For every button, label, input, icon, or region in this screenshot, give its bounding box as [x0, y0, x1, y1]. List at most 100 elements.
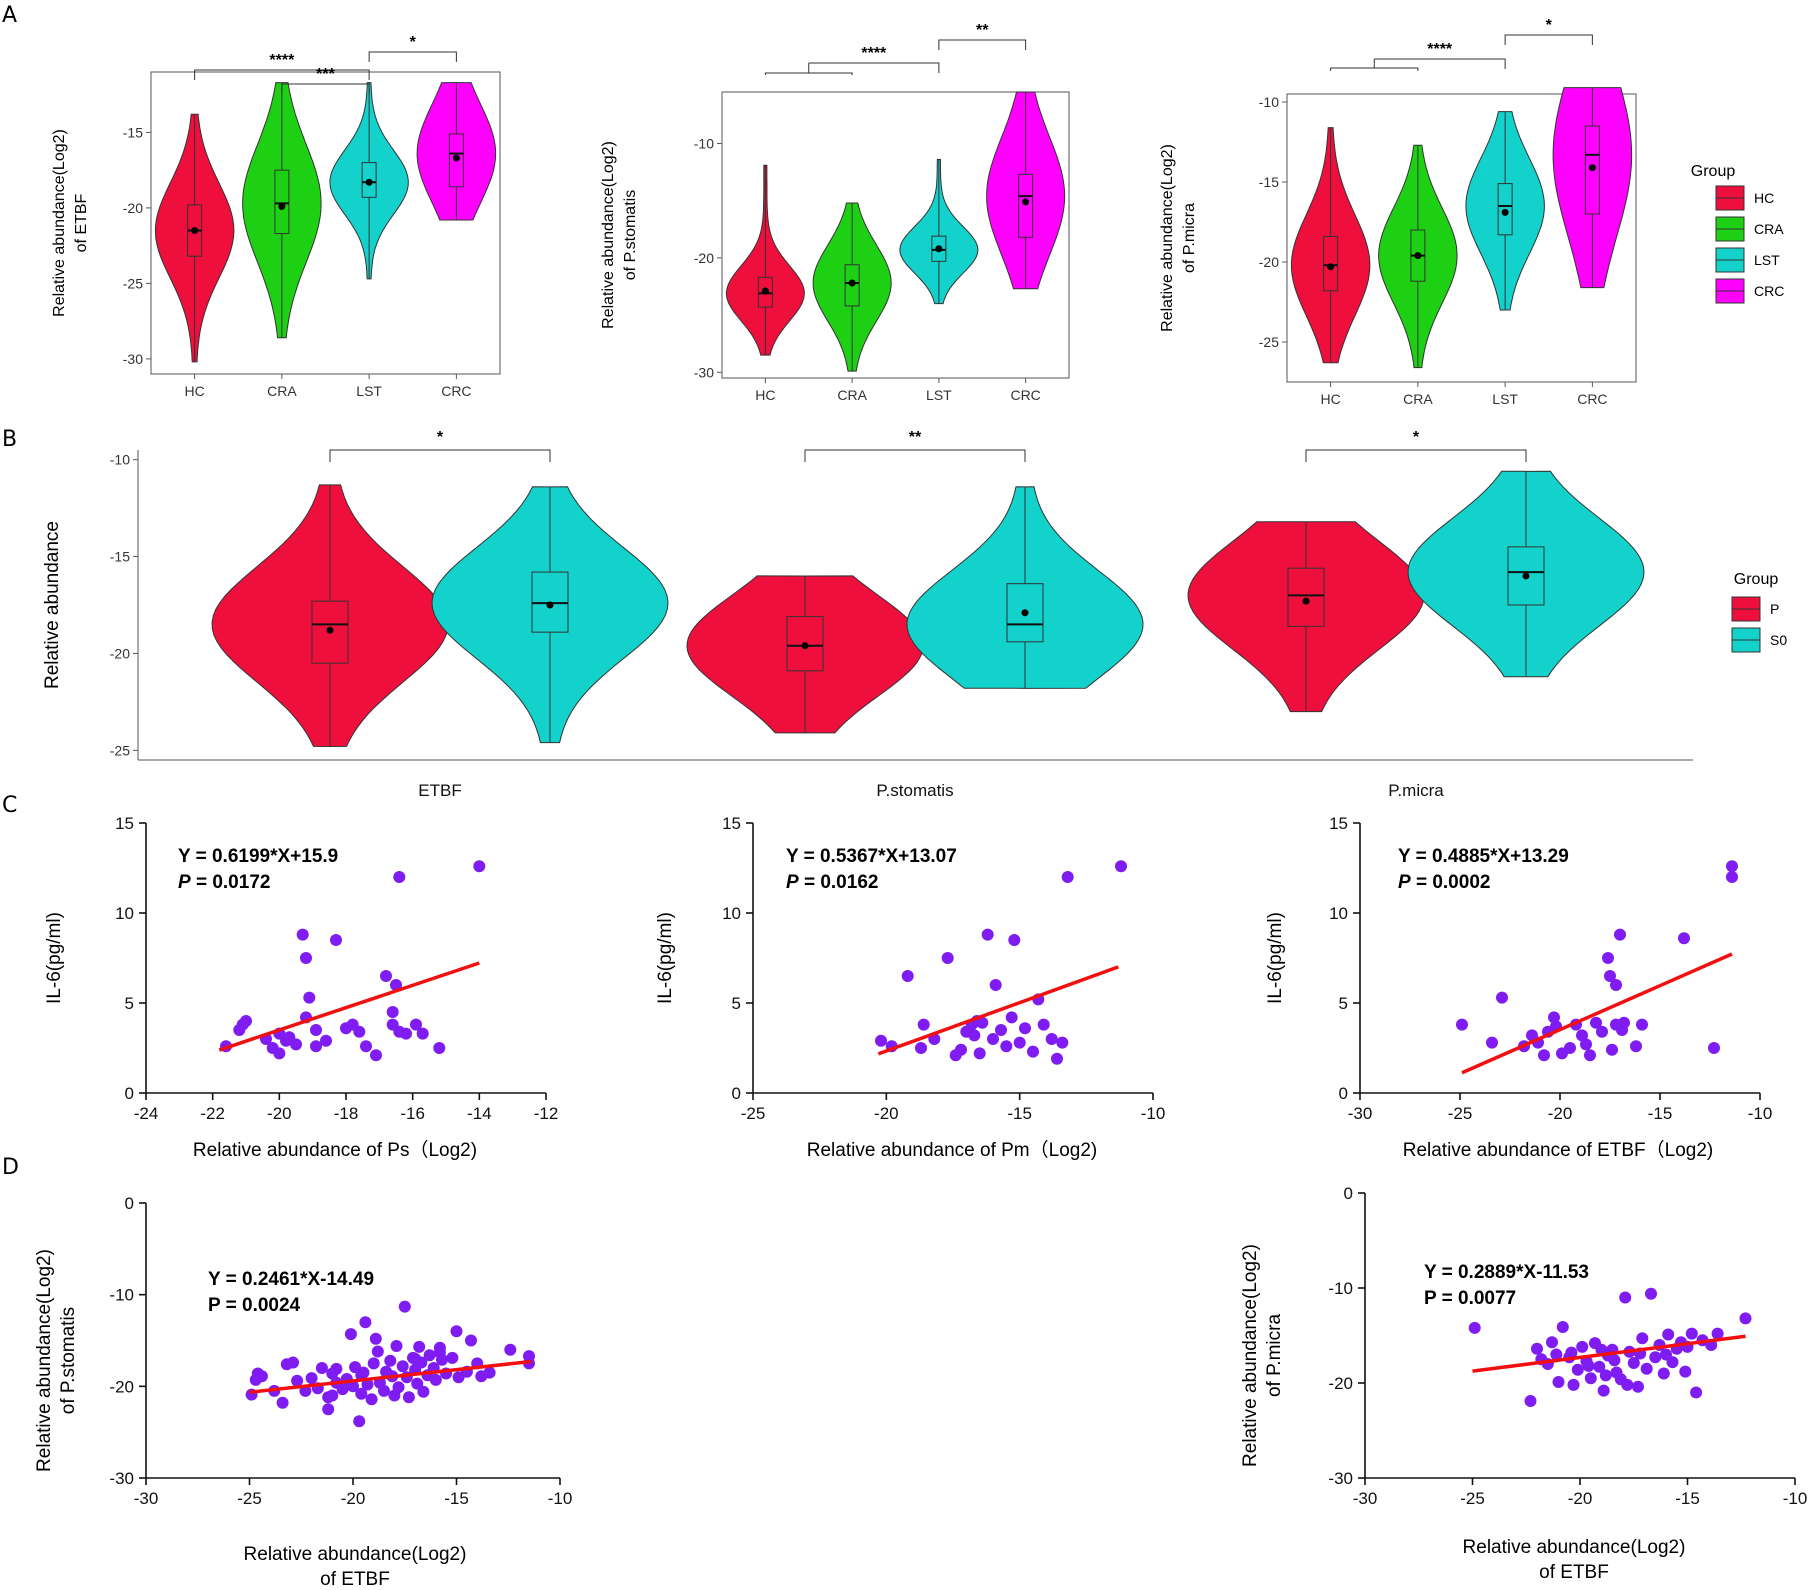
significance-label: *: [437, 429, 444, 446]
y-axis-label: Relative abundance(Log2): [34, 1249, 55, 1472]
data-point-45: [1565, 1346, 1578, 1359]
box-lst-2: [931, 235, 947, 262]
data-point-42: [1582, 1359, 1595, 1372]
legend-title: Group: [1734, 571, 1779, 588]
y-tick-label: -20: [1328, 1374, 1353, 1393]
data-point-56: [483, 1366, 496, 1379]
data-point-18: [330, 934, 342, 946]
data-point-71: [433, 1346, 446, 1359]
data-point-0: [875, 1034, 887, 1047]
y-tick-label: -20: [109, 1377, 134, 1396]
data-point-16: [310, 1024, 322, 1036]
box-hc-0: [1323, 235, 1339, 292]
y-tick-label: -20: [694, 250, 714, 266]
data-point-8: [955, 1043, 967, 1056]
legend-label-p: P: [1770, 601, 1779, 617]
data-point-43: [1608, 1354, 1621, 1367]
x-tick-label: -20: [874, 1104, 899, 1123]
data-point-23: [365, 1393, 378, 1406]
y-tick-label: 10: [1329, 904, 1348, 923]
y-tick-label: -10: [1328, 1279, 1353, 1298]
data-point-30: [1726, 871, 1738, 883]
data-point-45: [429, 1373, 442, 1386]
data-point-36: [402, 1391, 415, 1404]
p-label: P: [208, 1295, 221, 1316]
comparison-bracket: [808, 62, 940, 73]
y-tick-label: -25: [110, 742, 130, 758]
data-point-4: [276, 1396, 289, 1409]
data-point-64: [287, 1356, 299, 1369]
data-point-34: [398, 1300, 411, 1313]
data-point-29: [1061, 871, 1074, 883]
box-cra-1: [844, 264, 860, 307]
data-point-11: [315, 1362, 328, 1374]
data-point-65: [322, 1391, 335, 1404]
comparison-bracket: [329, 449, 551, 462]
p-value-text: P = 0.0024: [208, 1295, 301, 1316]
data-point-22: [1614, 928, 1626, 941]
data-point-26: [1636, 1018, 1648, 1031]
mean-point-crc-3: [1588, 164, 1596, 172]
mean-point-s0-1: [546, 601, 554, 609]
data-point-14: [976, 1016, 989, 1029]
x-tick-label: -20: [1568, 1489, 1593, 1508]
legend-label-lst: LST: [1754, 252, 1780, 268]
x-axis-label: Relative abundance of ETBF（Log2): [1403, 1139, 1714, 1161]
mean-point-cra-1: [278, 202, 286, 210]
x-axis-label: Relative abundance of Ps（Log2): [193, 1139, 477, 1161]
data-point-24: [1027, 1045, 1039, 1058]
data-point-31: [390, 1340, 403, 1352]
data-point-27: [1645, 1287, 1657, 1300]
data-point-21: [353, 1025, 366, 1038]
data-point-17: [344, 1328, 357, 1341]
data-point-7: [273, 1047, 286, 1060]
significance-label: *: [410, 34, 417, 51]
p-label: P: [1424, 1288, 1437, 1309]
x-axis-label: of ETBF: [320, 1569, 390, 1590]
data-point-29: [400, 1027, 412, 1040]
significance-label: ****: [861, 45, 887, 62]
x-tick-label: -25: [1460, 1489, 1485, 1508]
data-point-25: [1630, 1040, 1642, 1053]
x-tick-label: -25: [1448, 1104, 1473, 1123]
mean-point-cra-1: [1414, 252, 1422, 260]
x-tick-label: -24: [134, 1104, 159, 1123]
y-axis-label: Relative abundance(Log2): [1159, 144, 1176, 332]
mean-point-hc-0: [1327, 263, 1335, 271]
y-tick-label: 10: [115, 904, 134, 923]
data-point-19: [1000, 1040, 1013, 1053]
x-tick-label: -10: [1783, 1489, 1808, 1508]
x-tick-label: P.stomatis: [876, 781, 953, 800]
legend-label-cra: CRA: [1754, 221, 1784, 237]
mean-point-lst-2: [365, 178, 373, 186]
data-point-13: [303, 991, 316, 1004]
x-axis-label: Relative abundance of Pm（Log2): [807, 1139, 1097, 1161]
violin-chart-etbf-groups: -15 -20 -25 -30 HC CRA LST CRC Relative abundanc…: [51, 34, 501, 399]
x-tick-label: ETBF: [418, 781, 461, 800]
data-point-17: [989, 979, 1002, 991]
data-point-50: [450, 1325, 463, 1338]
y-axis-label: of P.micra: [1264, 1314, 1285, 1398]
mean-point-p-2: [801, 642, 809, 650]
data-point-63: [413, 1340, 426, 1353]
data-point-20: [1606, 1043, 1618, 1056]
panel-label-c: C: [2, 793, 17, 818]
y-tick-label: -15: [123, 124, 143, 140]
data-point-11: [296, 928, 309, 941]
data-point-6: [1552, 1376, 1565, 1388]
p-value-text: P = 0.0162: [786, 872, 878, 893]
data-point-28: [1056, 1036, 1069, 1049]
y-axis-label: Relative abundance(Log2): [1240, 1244, 1261, 1467]
comparison-bracket: [368, 51, 457, 62]
data-point-13: [1584, 1372, 1597, 1385]
data-point-35: [1679, 1365, 1692, 1378]
y-axis-label: of P.micra: [1181, 203, 1198, 273]
y-tick-label: -25: [123, 275, 143, 291]
data-point-15: [336, 1383, 349, 1396]
x-axis-label: of ETBF: [1539, 1562, 1609, 1583]
box-hc-0: [757, 276, 773, 308]
box-lst-2: [361, 162, 377, 198]
y-tick-label: -20: [110, 645, 130, 661]
x-tick-label: HC: [1321, 391, 1341, 407]
x-tick-label: -10: [1748, 1104, 1773, 1123]
